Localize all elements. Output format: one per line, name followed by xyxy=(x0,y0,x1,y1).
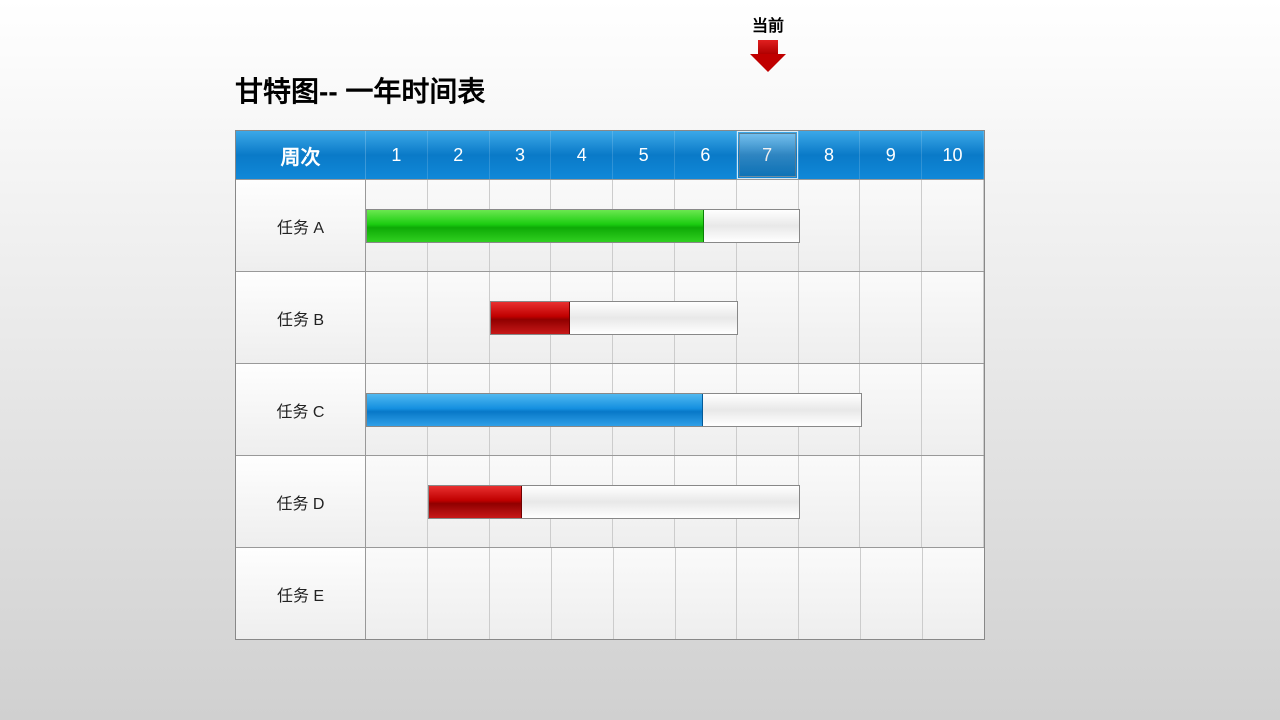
grid-cell xyxy=(922,272,984,363)
task-label: 任务 B xyxy=(236,272,366,363)
grid-cell xyxy=(676,548,738,639)
grid-cell xyxy=(366,272,428,363)
week-header-3: 3 xyxy=(490,131,552,179)
task-bar xyxy=(366,209,800,243)
task-row: 任务 D xyxy=(236,455,984,547)
task-row: 任务 C xyxy=(236,363,984,455)
task-row: 任务 B xyxy=(236,271,984,363)
week-header-6: 6 xyxy=(675,131,737,179)
task-bar xyxy=(490,301,738,335)
task-cells xyxy=(366,364,984,455)
grid-cell xyxy=(922,180,984,271)
grid-cell xyxy=(860,456,922,547)
week-header-1: 1 xyxy=(366,131,428,179)
task-label: 任务 D xyxy=(236,456,366,547)
grid-cell xyxy=(860,180,922,271)
task-bar xyxy=(366,393,862,427)
task-row: 任务 E xyxy=(236,547,984,639)
task-cells xyxy=(366,180,984,271)
task-bar-progress xyxy=(429,486,522,518)
grid-cell xyxy=(922,364,984,455)
gantt-chart: 周次 12345678910 任务 A任务 B任务 C任务 D任务 E xyxy=(235,130,985,640)
grid-cell xyxy=(737,272,799,363)
task-row: 任务 A xyxy=(236,179,984,271)
current-label: 当前 xyxy=(743,12,793,36)
grid-cell xyxy=(799,456,861,547)
week-header-4: 4 xyxy=(551,131,613,179)
week-header-9: 9 xyxy=(860,131,922,179)
task-bar xyxy=(428,485,800,519)
gantt-container: 甘特图-- 一年时间表 当前 周次 12345678910 任务 A任务 B任务… xyxy=(235,70,985,640)
grid-cell xyxy=(922,456,984,547)
week-header-5: 5 xyxy=(613,131,675,179)
grid-cell xyxy=(366,548,428,639)
grid-cell xyxy=(799,180,861,271)
week-header-2: 2 xyxy=(428,131,490,179)
task-cells xyxy=(366,456,984,547)
grid-cell xyxy=(366,456,428,547)
task-label: 任务 E xyxy=(236,548,366,639)
grid-cell xyxy=(737,548,799,639)
grid-cell xyxy=(428,548,490,639)
week-header-10: 10 xyxy=(922,131,984,179)
task-cells xyxy=(366,272,984,363)
task-label: 任务 A xyxy=(236,180,366,271)
grid-cell xyxy=(860,364,922,455)
header-row: 周次 12345678910 xyxy=(236,131,984,179)
task-rows: 任务 A任务 B任务 C任务 D任务 E xyxy=(236,179,984,639)
grid-cell xyxy=(552,548,614,639)
grid-cell xyxy=(860,272,922,363)
grid-cell xyxy=(490,548,552,639)
task-label: 任务 C xyxy=(236,364,366,455)
task-bar-progress xyxy=(491,302,570,334)
page-title: 甘特图-- 一年时间表 xyxy=(235,70,985,110)
grid-cell xyxy=(614,548,676,639)
grid-cell xyxy=(428,272,490,363)
grid-cell xyxy=(799,548,861,639)
grid-cell xyxy=(799,272,861,363)
current-marker: 当前 xyxy=(743,12,793,40)
grid-cell xyxy=(923,548,984,639)
week-header-7: 7 xyxy=(737,131,799,179)
week-header-8: 8 xyxy=(799,131,861,179)
header-label: 周次 xyxy=(236,131,366,179)
task-cells xyxy=(366,548,984,639)
task-bar-progress xyxy=(367,394,703,426)
grid-cell xyxy=(861,548,923,639)
week-headers: 12345678910 xyxy=(366,131,984,179)
task-bar-progress xyxy=(367,210,704,242)
